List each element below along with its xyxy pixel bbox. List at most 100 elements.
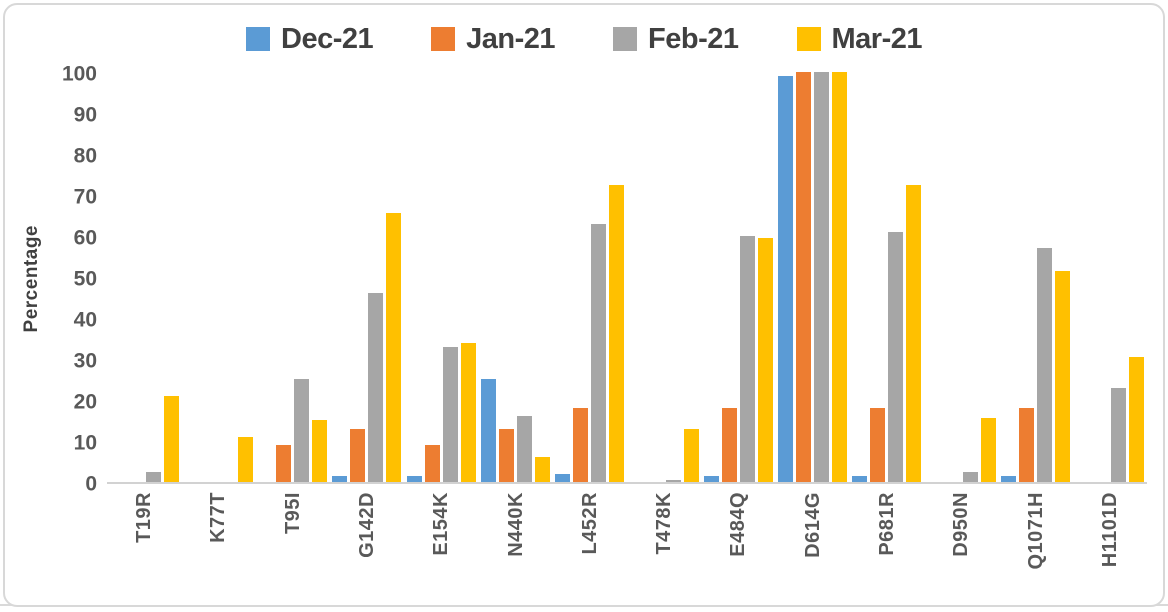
bar bbox=[832, 72, 848, 482]
bar bbox=[294, 379, 310, 482]
chart-frame: Dec-21 Jan-21 Feb-21 Mar-21 Percentage 0 10 2… bbox=[3, 3, 1165, 607]
bar-group bbox=[701, 74, 775, 482]
x-category-label: K77T bbox=[207, 492, 230, 543]
bar bbox=[778, 76, 794, 482]
bar bbox=[535, 457, 551, 482]
bar bbox=[814, 72, 830, 482]
bar bbox=[332, 476, 348, 482]
x-label-cell: P681R bbox=[850, 492, 924, 596]
y-tick-label: 70 bbox=[73, 185, 97, 209]
bar bbox=[703, 476, 719, 482]
x-label-cell: K77T bbox=[181, 492, 255, 596]
x-label-cell: E154K bbox=[404, 492, 478, 596]
x-label-cell: E484Q bbox=[701, 492, 775, 596]
x-category-label: E154K bbox=[430, 492, 453, 556]
y-tick-label: 50 bbox=[73, 267, 97, 291]
bar bbox=[145, 472, 161, 482]
plot-area bbox=[107, 72, 1147, 484]
y-tick-label: 40 bbox=[73, 308, 97, 332]
bar bbox=[1129, 357, 1145, 482]
bar-group bbox=[998, 74, 1072, 482]
bar bbox=[1037, 248, 1053, 482]
legend-item: Feb-21 bbox=[613, 22, 739, 56]
bar-group bbox=[478, 74, 552, 482]
y-axis-ticks: 0 10 20 30 40 50 60 70 80 90 100 bbox=[49, 64, 107, 495]
y-tick-label: 80 bbox=[73, 144, 97, 168]
x-label-cell: N440K bbox=[478, 492, 552, 596]
bar bbox=[1055, 271, 1071, 482]
bar bbox=[350, 429, 366, 482]
bar bbox=[424, 445, 440, 482]
bar bbox=[980, 418, 996, 482]
y-tick-label: 10 bbox=[73, 431, 97, 455]
y-tick-label: 30 bbox=[73, 349, 97, 373]
plot-column: T19R K77T T95I G142D E154K N440K L452R T478K E48… bbox=[107, 72, 1147, 596]
bar bbox=[962, 472, 978, 482]
x-axis-labels: T19R K77T T95I G142D E154K N440K L452R T478K E48… bbox=[107, 484, 1147, 596]
bar bbox=[609, 185, 625, 482]
x-category-label: D950N bbox=[950, 492, 973, 557]
x-category-label: N440K bbox=[504, 492, 527, 557]
bar bbox=[237, 437, 253, 482]
x-label-cell: L452R bbox=[553, 492, 627, 596]
bar-group bbox=[627, 74, 701, 482]
x-category-label: T95I bbox=[281, 492, 304, 535]
bar bbox=[870, 408, 886, 482]
legend-label: Mar-21 bbox=[831, 22, 923, 55]
bar-group bbox=[330, 74, 404, 482]
bar bbox=[555, 474, 571, 482]
bar-group bbox=[850, 74, 924, 482]
chart-body: Percentage 0 10 20 30 40 50 60 70 80 90 100 T19R K7… bbox=[15, 64, 1147, 596]
x-category-label: T478K bbox=[653, 492, 676, 555]
x-category-label: D614G bbox=[801, 492, 824, 558]
bar bbox=[312, 420, 328, 482]
x-label-cell: D614G bbox=[776, 492, 850, 596]
x-label-cell: D950N bbox=[924, 492, 998, 596]
x-label-cell: T478K bbox=[627, 492, 701, 596]
legend-label: Feb-21 bbox=[648, 22, 739, 55]
bar bbox=[888, 232, 904, 482]
bar bbox=[906, 185, 922, 482]
y-axis-title: Percentage bbox=[21, 225, 42, 333]
x-label-cell: G142D bbox=[330, 492, 404, 596]
bar-group bbox=[181, 74, 255, 482]
x-label-cell: H1101D bbox=[1073, 492, 1147, 596]
legend: Dec-21 Jan-21 Feb-21 Mar-21 bbox=[5, 19, 1163, 59]
x-category-label: G142D bbox=[355, 492, 378, 558]
bar bbox=[163, 396, 179, 482]
bar-groups bbox=[107, 72, 1147, 482]
x-label-cell: T95I bbox=[256, 492, 330, 596]
y-tick-label: 60 bbox=[73, 226, 97, 250]
legend-item: Dec-21 bbox=[246, 23, 374, 56]
legend-swatch-icon bbox=[431, 27, 456, 51]
bar bbox=[1019, 408, 1035, 482]
y-axis-title-column: Percentage bbox=[15, 74, 49, 484]
bar-group bbox=[107, 74, 181, 482]
x-label-cell: T19R bbox=[107, 492, 181, 596]
bar bbox=[721, 408, 737, 482]
legend-swatch-icon bbox=[613, 27, 638, 51]
x-category-label: P681R bbox=[875, 492, 898, 556]
legend-item: Jan-21 bbox=[431, 22, 556, 56]
bar bbox=[591, 224, 607, 482]
x-category-label: H1101D bbox=[1098, 492, 1121, 568]
legend-item: Mar-21 bbox=[796, 22, 923, 56]
x-category-label: L452R bbox=[578, 492, 601, 555]
bar-group bbox=[776, 72, 850, 482]
bar bbox=[852, 476, 868, 482]
legend-swatch-icon bbox=[246, 27, 270, 51]
bar-group bbox=[1073, 74, 1147, 482]
bar bbox=[386, 213, 402, 482]
y-tick-label: 100 bbox=[61, 62, 97, 86]
bar bbox=[481, 379, 497, 482]
bar bbox=[683, 429, 699, 482]
y-tick-label: 0 bbox=[85, 472, 97, 496]
bar bbox=[665, 480, 681, 482]
x-label-cell: Q1071H bbox=[998, 492, 1072, 596]
x-category-label: T19R bbox=[133, 492, 156, 543]
legend-label: Jan-21 bbox=[466, 22, 556, 55]
bar-group bbox=[924, 74, 998, 482]
bar bbox=[406, 476, 422, 482]
x-category-label: E484Q bbox=[727, 492, 750, 557]
